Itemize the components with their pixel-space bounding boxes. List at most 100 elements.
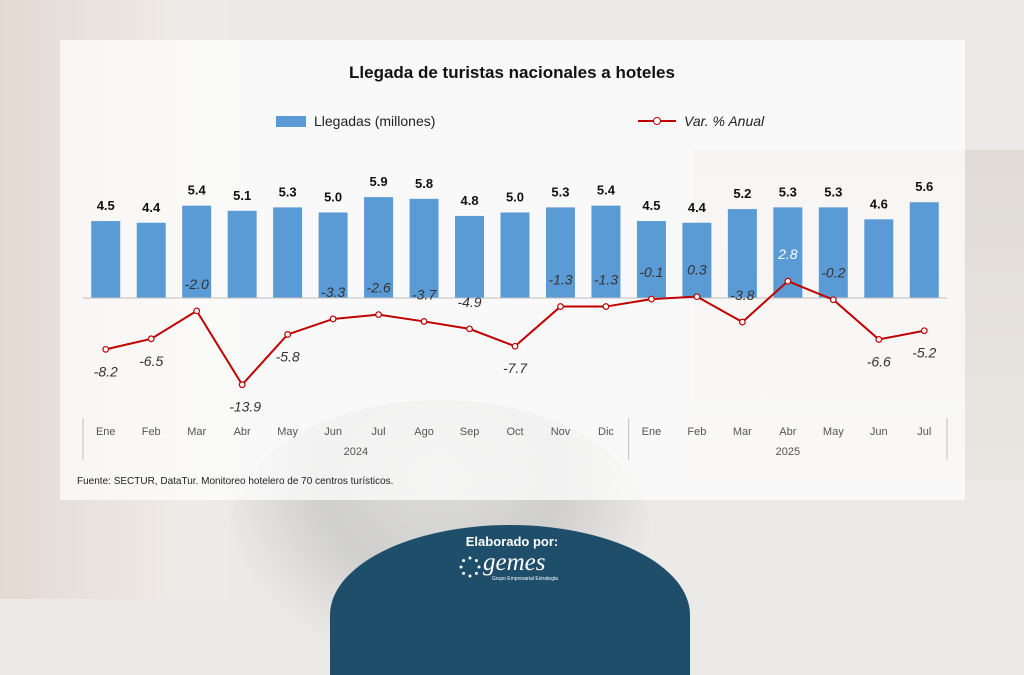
- bar-17: [864, 219, 894, 298]
- month-label-7: Ago: [414, 426, 434, 438]
- bar-8: [455, 215, 485, 298]
- variation-point-8: [466, 325, 473, 333]
- variation-label-5: -3.3: [321, 284, 345, 300]
- bar-label-17: 4.6: [870, 196, 888, 211]
- bar-label-12: 4.5: [642, 198, 660, 213]
- bar-label-3: 5.1: [233, 188, 251, 203]
- bar-label-7: 5.8: [415, 176, 433, 191]
- variation-label-13: 0.3: [687, 262, 707, 278]
- bar-5: [318, 212, 348, 298]
- variation-label-7: -3.7: [412, 286, 437, 302]
- variation-label-1: -6.5: [139, 353, 163, 369]
- variation-label-0: -8.2: [94, 363, 118, 379]
- variation-point-6: [375, 311, 382, 319]
- month-label-18: Jul: [917, 426, 931, 438]
- legend-line-label: Var. % Anual: [684, 113, 765, 129]
- month-label-14: Mar: [733, 426, 752, 438]
- month-label-5: Jun: [324, 426, 342, 438]
- bar-11: [591, 205, 621, 298]
- month-label-4: May: [277, 426, 298, 438]
- variation-point-17: [875, 336, 883, 343]
- variation-point-12: [648, 295, 655, 303]
- gemes-logo: gemes Grupo Empresarial Estrategia: [459, 549, 569, 590]
- variation-label-9: -7.7: [503, 360, 528, 376]
- month-label-9: Oct: [506, 426, 523, 438]
- bar-1: [136, 222, 166, 298]
- month-label-6: Jul: [372, 426, 386, 438]
- bar-label-15: 5.3: [779, 184, 797, 199]
- month-label-1: Feb: [142, 426, 161, 438]
- variation-label-14: -3.8: [730, 287, 754, 303]
- bar-14: [727, 209, 757, 298]
- month-label-13: Feb: [687, 426, 706, 438]
- chart-title: Llegada de turistas nacionales a hoteles: [349, 63, 675, 82]
- variation-point-1: [147, 335, 155, 343]
- variation-point-15: [784, 277, 792, 285]
- bar-3: [227, 210, 257, 298]
- legend-item-bars: Llegadas (millones): [276, 113, 435, 129]
- variation-point-14: [738, 318, 746, 326]
- month-label-17: Jun: [870, 426, 888, 438]
- bar-label-14: 5.2: [733, 186, 751, 201]
- bar-10: [545, 207, 575, 298]
- month-label-3: Abr: [234, 426, 251, 438]
- variation-label-12: -0.1: [639, 264, 663, 280]
- variation-label-16: -0.2: [821, 265, 845, 281]
- bar-label-5: 5.0: [324, 190, 342, 205]
- variation-label-15: 2.8: [777, 246, 798, 262]
- year-label-0: 2024: [344, 446, 368, 458]
- variation-point-0: [102, 345, 110, 353]
- legend-line-swatch: [638, 115, 676, 127]
- bar-label-11: 5.4: [597, 183, 616, 198]
- month-label-16: May: [823, 426, 844, 438]
- bar-label-6: 5.9: [370, 174, 388, 189]
- bar-18: [909, 202, 939, 298]
- bar-label-13: 4.4: [688, 200, 707, 215]
- variation-label-2: -2.0: [185, 276, 209, 292]
- variation-label-11: -1.3: [594, 272, 618, 288]
- year-label-1: 2025: [776, 446, 800, 458]
- chart-svg: 4.5 4.4 5.4 5.1 5.3 5.0 5.9 5.8 4.8 5.0 5.3 5.4 4.5 4…: [82, 174, 948, 460]
- month-label-15: Abr: [779, 426, 796, 438]
- month-label-11: Dic: [598, 426, 614, 438]
- month-label-8: Sep: [460, 426, 480, 438]
- bar-7: [409, 198, 439, 298]
- variation-point-11: [602, 303, 610, 310]
- variation-label-10: -1.3: [548, 272, 572, 288]
- bar-13: [682, 222, 712, 298]
- variation-label-18: -5.2: [912, 345, 936, 361]
- bar-6: [364, 197, 394, 298]
- logo-dots-icon: [459, 556, 481, 578]
- bar-label-8: 4.8: [460, 193, 478, 208]
- bar-0: [91, 221, 121, 298]
- bar-label-2: 5.4: [188, 183, 207, 198]
- made-by-label: Elaborado por:: [465, 534, 559, 549]
- variation-point-9: [511, 342, 519, 350]
- source-note: Fuente: SECTUR, DataTur. Monitoreo hotel…: [77, 476, 394, 487]
- bar-9: [500, 212, 530, 298]
- bar-16: [818, 207, 848, 298]
- variation-point-16: [829, 296, 837, 304]
- bar-label-1: 4.4: [142, 200, 161, 215]
- bar-label-9: 5.0: [506, 190, 524, 205]
- variation-point-4: [284, 331, 292, 338]
- bar-label-18: 5.6: [915, 179, 933, 194]
- logo-subtitle: Grupo Empresarial Estrategia: [492, 576, 558, 582]
- legend-item-line: Var. % Anual: [638, 113, 764, 129]
- variation-point-10: [557, 303, 564, 310]
- bar-12: [636, 221, 666, 298]
- variation-label-6: -2.6: [367, 280, 391, 296]
- variation-point-2: [193, 307, 201, 315]
- legend-bar-label: Llegadas (millones): [314, 113, 436, 129]
- variation-label-3: -13.9: [229, 399, 261, 415]
- variation-label-8: -4.9: [457, 294, 481, 310]
- variation-point-7: [420, 318, 428, 325]
- month-label-12: Ene: [642, 426, 662, 438]
- bar-label-10: 5.3: [551, 184, 569, 199]
- variation-point-5: [329, 315, 337, 323]
- bar-2: [182, 205, 212, 298]
- variation-label-17: -6.6: [867, 353, 891, 369]
- bar-label-16: 5.3: [824, 184, 842, 199]
- variation-label-4: -5.8: [276, 348, 300, 364]
- bar-4: [273, 207, 303, 298]
